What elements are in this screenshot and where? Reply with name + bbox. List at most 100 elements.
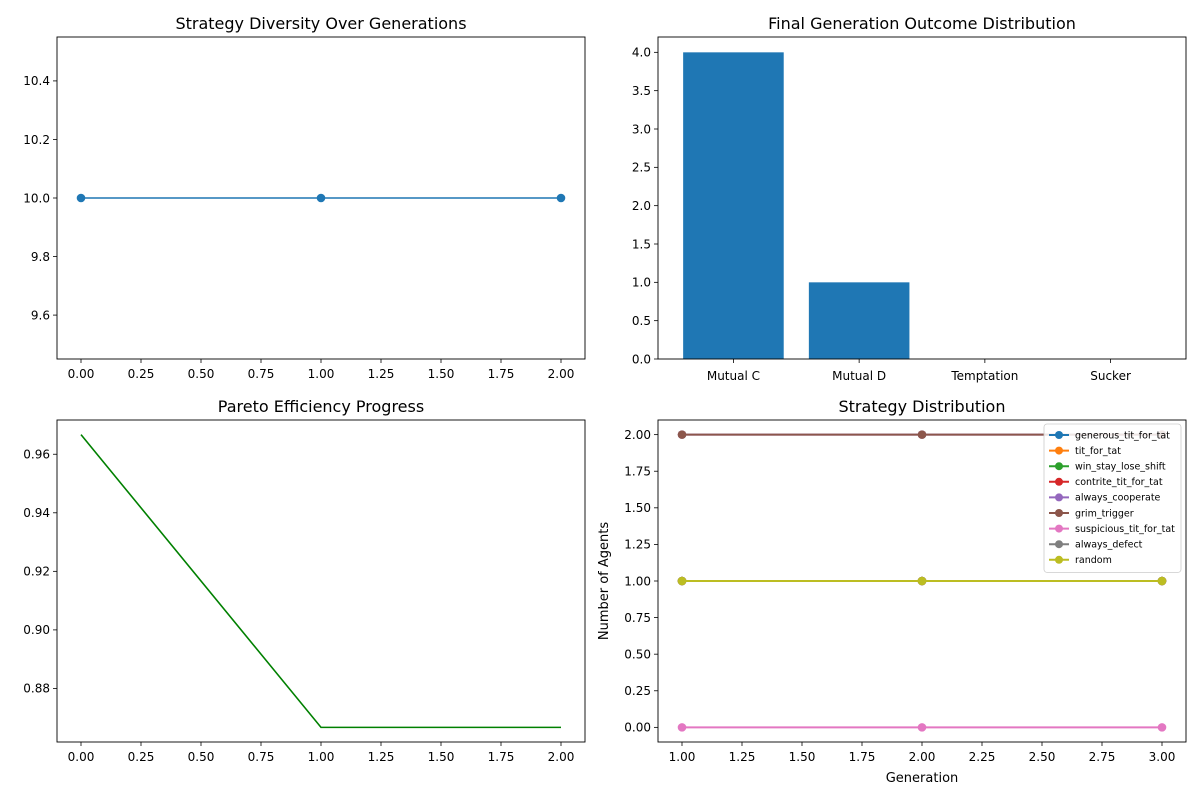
strategies-ytick-label: 1.25 — [624, 538, 651, 552]
diversity-xtick-label: 1.25 — [368, 367, 395, 381]
outcomes-ytick-label: 2.5 — [632, 161, 651, 175]
diversity-ytick-label: 9.8 — [31, 250, 50, 264]
diversity-xtick-label: 0.75 — [248, 367, 275, 381]
outcomes-category-label: Temptation — [950, 369, 1018, 383]
strategies-point-random — [917, 576, 927, 586]
outcomes-chart: Mutual C Mutual D Temptation Sucker 0.0 0.5 1.… — [632, 14, 1187, 383]
strategies-legend-marker-win_stay_lose_shift — [1055, 462, 1063, 471]
pareto-ytick-label: 0.94 — [23, 506, 50, 520]
strategies-xtick-label: 1.00 — [669, 750, 696, 764]
strategies-legend-marker-suspicious_tit_for_tat — [1055, 524, 1063, 533]
diversity-xtick-label: 0.00 — [68, 367, 95, 381]
strategies-legend-marker-contrite_tit_for_tat — [1055, 477, 1063, 486]
strategies-xtick-label: 1.25 — [729, 750, 756, 764]
strategies-ytick-label: 0.75 — [624, 611, 651, 625]
outcomes-category-label: Sucker — [1090, 369, 1131, 383]
pareto-series-line — [80, 434, 561, 729]
outcomes-ytick-label: 1.0 — [632, 276, 651, 290]
strategies-legend-label: contrite_tit_for_tat — [1075, 477, 1163, 488]
strategies-axes-frame — [657, 419, 1187, 743]
outcomes-title: Final Generation Outcome Distribution — [768, 14, 1076, 33]
diversity-point — [316, 193, 326, 203]
strategies-xtick-label: 1.50 — [789, 750, 816, 764]
pareto-xtick-label: 1.00 — [308, 750, 335, 764]
strategies-point-random — [1157, 576, 1167, 586]
diversity-xtick-label: 1.75 — [488, 367, 515, 381]
outcomes-category-label: Mutual D — [832, 369, 886, 383]
outcomes-category-label: Mutual C — [707, 369, 760, 383]
pareto-xtick-label: 0.25 — [128, 750, 155, 764]
strategies-point-suspicious_tit_for_tat — [677, 723, 687, 732]
diversity-xtick-label: 2.00 — [548, 367, 575, 381]
strategies-legend-label: win_stay_lose_shift — [1075, 462, 1166, 473]
pareto-ytick-label: 0.96 — [23, 448, 50, 462]
outcomes-ytick-label: 0.0 — [632, 352, 651, 366]
strategies-ytick-label: 1.75 — [624, 465, 651, 479]
pareto-xtick-label: 0.50 — [188, 750, 215, 764]
strategies-xtick-label: 2.75 — [1089, 750, 1116, 764]
diversity-xtick-label: 0.50 — [188, 367, 215, 381]
strategies-legend: generous_tit_for_tat tit_for_tat win_stay_… — [1043, 423, 1182, 573]
outcomes-ytick-label: 4.0 — [632, 46, 651, 60]
strategies-legend-frame — [1043, 423, 1182, 573]
strategies-legend-marker-always_defect — [1055, 540, 1063, 549]
outcomes-axes-frame — [657, 36, 1187, 360]
diversity-ytick-label: 10.4 — [23, 74, 50, 88]
strategies-ytick-label: 2.00 — [624, 428, 651, 442]
strategies-ytick-label: 1.00 — [624, 574, 651, 588]
strategies-point-suspicious_tit_for_tat — [917, 723, 927, 732]
strategies-ytick-label: 0.50 — [624, 647, 651, 661]
strategies-xtick-label: 2.50 — [1029, 750, 1056, 764]
strategies-ytick-label: 0.25 — [624, 684, 651, 698]
pareto-ytick-label: 0.90 — [23, 623, 50, 637]
diversity-ytick-label: 10.2 — [23, 133, 50, 147]
diversity-chart: 0.00 0.25 0.50 0.75 1.00 1.25 1.50 1.75 2.00 9.6 9… — [23, 14, 586, 381]
diversity-point — [76, 193, 86, 203]
strategies-legend-label: always_defect — [1075, 540, 1143, 551]
strategies-point-grim_trigger — [917, 430, 927, 439]
strategies-ytick-label: 0.00 — [624, 721, 651, 735]
strategies-legend-label: always_cooperate — [1075, 493, 1161, 504]
outcomes-bar-mutual-d — [808, 282, 910, 359]
diversity-axes-frame — [56, 36, 586, 360]
outcomes-ytick-label: 2.0 — [632, 199, 651, 213]
pareto-xtick-label: 0.00 — [68, 750, 95, 764]
diversity-xtick-label: 1.00 — [308, 367, 335, 381]
strategies-legend-marker-random — [1055, 555, 1063, 564]
pareto-xtick-label: 1.50 — [428, 750, 455, 764]
diversity-point — [556, 193, 566, 203]
strategies-chart: 1.00 1.25 1.50 1.75 2.00 2.25 2.50 2.75 3.00 0.00… — [597, 397, 1187, 786]
pareto-xtick-label: 1.75 — [488, 750, 515, 764]
strategies-title: Strategy Distribution — [839, 397, 1006, 416]
pareto-ytick-label: 0.92 — [23, 565, 50, 579]
diversity-xtick-label: 0.25 — [128, 367, 155, 381]
strategies-point-random — [677, 576, 687, 586]
strategies-legend-marker-grim_trigger — [1055, 509, 1063, 517]
strategies-ytick-label: 1.50 — [624, 501, 651, 515]
strategies-legend-marker-tit_for_tat — [1055, 446, 1063, 455]
strategies-legend-marker-generous_tit_for_tat — [1055, 431, 1063, 439]
strategies-legend-label: generous_tit_for_tat — [1075, 430, 1170, 441]
strategies-xtick-label: 1.75 — [849, 750, 876, 764]
strategies-point-grim_trigger — [677, 430, 687, 439]
pareto-title: Pareto Efficiency Progress — [218, 397, 424, 416]
diversity-title: Strategy Diversity Over Generations — [175, 14, 466, 33]
strategies-legend-marker-always_cooperate — [1055, 493, 1063, 502]
strategies-point-suspicious_tit_for_tat — [1157, 723, 1167, 732]
outcomes-bar-mutual-c — [683, 52, 784, 359]
pareto-chart: 0.00 0.25 0.50 0.75 1.00 1.25 1.50 1.75 2.00 0.88… — [23, 397, 586, 764]
strategies-xlabel: Generation — [886, 771, 959, 786]
outcomes-ytick-label: 0.5 — [632, 314, 651, 328]
pareto-xtick-label: 0.75 — [248, 750, 275, 764]
pareto-ytick-label: 0.88 — [23, 682, 50, 696]
strategies-xtick-label: 3.00 — [1149, 750, 1176, 764]
strategies-legend-label: tit_for_tat — [1075, 446, 1121, 457]
diversity-ytick-label: 10.0 — [23, 191, 50, 205]
outcomes-ytick-label: 3.0 — [632, 122, 651, 136]
strategies-legend-label: suspicious_tit_for_tat — [1075, 524, 1175, 535]
strategies-xtick-label: 2.00 — [909, 750, 936, 764]
diversity-xtick-label: 1.50 — [428, 367, 455, 381]
strategies-legend-label: random — [1075, 555, 1112, 566]
diversity-ytick-label: 9.6 — [31, 308, 50, 322]
